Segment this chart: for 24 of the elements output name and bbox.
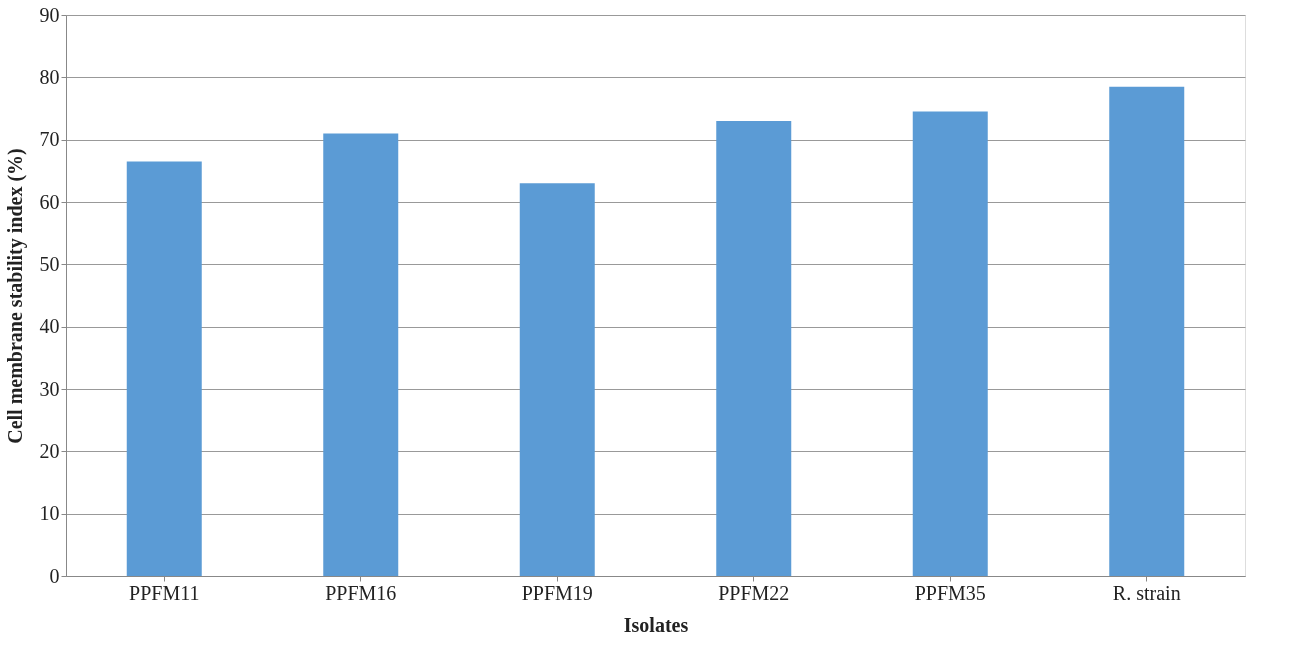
bar: [912, 111, 988, 576]
y-tick-label: 50: [39, 252, 60, 275]
bar: [519, 183, 595, 576]
x-tick-label: PPFM16: [325, 581, 397, 604]
y-tick-label: 20: [39, 439, 60, 462]
y-tick-label: 30: [39, 377, 60, 400]
x-tick-label: R. strain: [1112, 581, 1181, 604]
bar: [1109, 86, 1185, 576]
x-tick-label: PPFM11: [129, 581, 200, 604]
y-tick-label: 70: [39, 128, 60, 151]
y-tick-label: 40: [39, 315, 60, 338]
bar: [716, 120, 792, 576]
y-tick-label: 10: [39, 502, 60, 525]
x-axis-title: Isolates: [623, 613, 689, 636]
y-tick-label: 90: [39, 3, 60, 26]
y-tick-label: 80: [39, 65, 60, 88]
bar: [323, 133, 399, 576]
x-tick-label: PPFM35: [914, 581, 986, 604]
y-tick-label: 0: [49, 564, 60, 587]
y-axis-title: Cell membrane stability index (%): [3, 148, 27, 444]
x-tick-label: PPFM22: [718, 581, 790, 604]
y-tick-label: 60: [39, 190, 60, 213]
bar: [126, 161, 202, 576]
x-tick-label: PPFM19: [521, 581, 593, 604]
